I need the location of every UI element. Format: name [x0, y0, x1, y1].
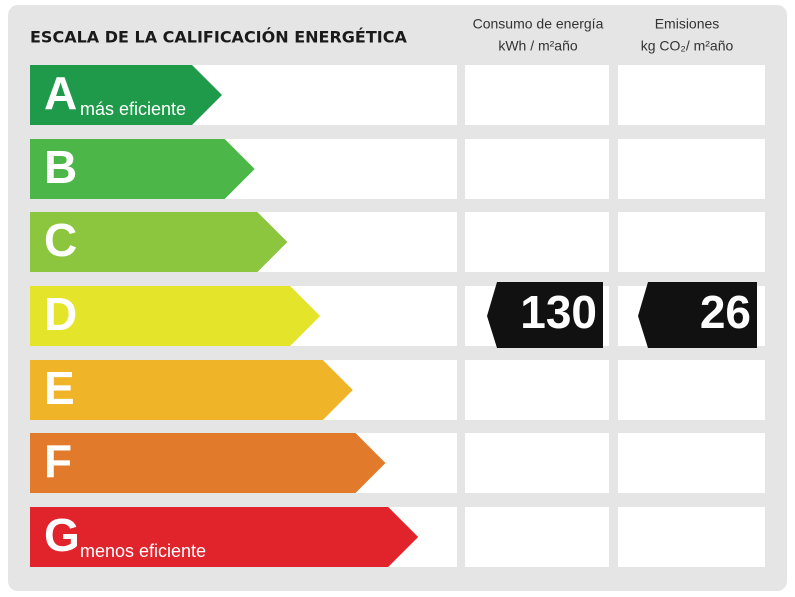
rating-arrow	[30, 212, 288, 272]
rating-letter: E	[44, 362, 75, 414]
column-header: Consumo de energía	[473, 16, 604, 32]
cell	[618, 360, 765, 420]
cell	[465, 65, 609, 125]
cell	[465, 212, 609, 272]
rating-arrow	[30, 65, 222, 125]
cell	[618, 65, 765, 125]
column-header: Emisiones	[655, 16, 720, 32]
rating-letter: G	[44, 509, 80, 561]
emissions-value: 26	[700, 286, 751, 338]
rating-label: menos eficiente	[80, 541, 206, 561]
cell	[465, 433, 609, 493]
rating-letter: C	[44, 214, 77, 266]
rating-arrow	[30, 507, 419, 567]
consumption-value: 130	[520, 286, 597, 338]
value-badge	[638, 282, 757, 348]
cell	[618, 212, 765, 272]
column-unit: kg CO₂/ m²año	[641, 38, 734, 54]
rating-letter: D	[44, 288, 77, 340]
rating-arrow	[30, 286, 321, 346]
cell	[618, 433, 765, 493]
column-unit: kWh / m²año	[498, 38, 578, 54]
rating-arrow	[30, 360, 353, 420]
rating-letter: A	[44, 67, 77, 119]
rating-label: más eficiente	[80, 99, 186, 119]
value-badge	[487, 282, 603, 348]
rating-letter: F	[44, 435, 72, 487]
rating-letter: B	[44, 141, 77, 193]
cell	[465, 507, 609, 567]
cell	[618, 139, 765, 199]
cell	[618, 507, 765, 567]
cell	[465, 139, 609, 199]
rating-arrow	[30, 433, 386, 493]
rating-arrow	[30, 139, 255, 199]
cell	[465, 360, 609, 420]
title: ESCALA DE LA CALIFICACIÓN ENERGÉTICA	[30, 28, 407, 47]
